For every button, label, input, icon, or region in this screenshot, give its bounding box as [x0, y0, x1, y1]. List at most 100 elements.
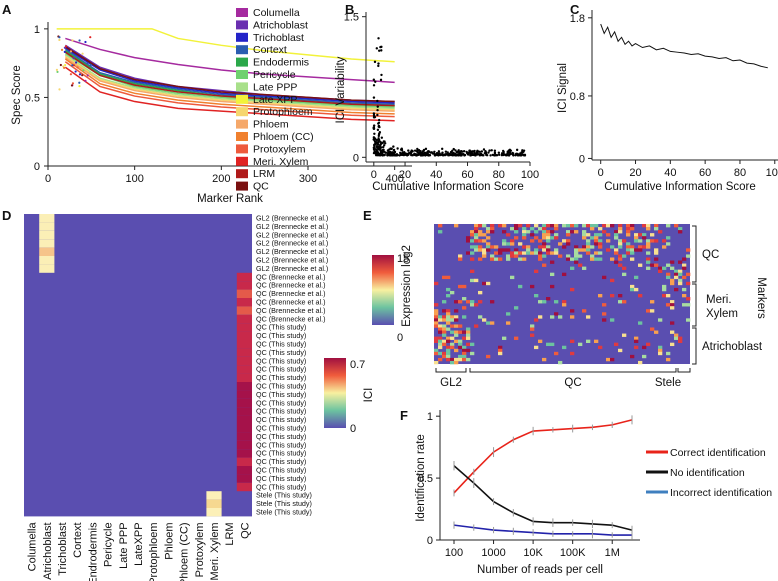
- panel-e-cell: [470, 303, 475, 307]
- panel-b-point: [396, 153, 399, 157]
- panel-e-cell: [570, 339, 575, 343]
- panel-b-point: [511, 152, 514, 155]
- panel-e-cell: [670, 303, 675, 307]
- panel-e-cell: [630, 287, 635, 292]
- panel-e-cell: [618, 294, 623, 298]
- panel-e-cell: [618, 239, 623, 243]
- panel-e-cell: [610, 224, 615, 228]
- panel-a-point: [78, 85, 81, 88]
- panel-e-cell: [502, 224, 507, 228]
- panel-e-cell: [486, 227, 491, 231]
- panel-e-cell: [530, 284, 535, 289]
- panel-b-point: [379, 45, 382, 49]
- panel-d-row-label: GL2 (Brennecke et al.): [256, 264, 328, 273]
- panel-b-point: [427, 154, 431, 157]
- panel-d-cell: [39, 222, 55, 231]
- panel-b-point: [376, 105, 379, 108]
- panel-e-cell: [566, 233, 571, 237]
- panel-e-cell: [466, 330, 471, 334]
- panel-e-cell: [650, 233, 655, 237]
- panel-a-point: [64, 63, 67, 67]
- panel-e-cell: [674, 333, 679, 337]
- panel-e-cell: [454, 224, 459, 228]
- panel-a-legend-swatch: [236, 8, 248, 17]
- panel-e-cell: [562, 224, 567, 228]
- panel-e-cell: [666, 263, 671, 267]
- panel-e-cell: [634, 233, 639, 237]
- panel-e-cell: [514, 336, 519, 340]
- panel-e-cell: [466, 348, 471, 353]
- panel-d-row-label: QC (This study): [256, 331, 306, 340]
- panel-e-cell: [558, 315, 563, 319]
- panel-b-point: [422, 148, 426, 152]
- panel-e-cell: [686, 272, 691, 277]
- panel-e-cell: [654, 251, 659, 255]
- panel-e-cell: [582, 248, 587, 252]
- panel-f-xtick-label: 1M: [605, 547, 620, 559]
- panel-e-cell: [462, 284, 467, 289]
- panel-e-cell: [666, 275, 671, 280]
- panel-e-cell: [586, 239, 591, 243]
- panel-e-cell: [674, 336, 679, 340]
- panel-a-legend-label: Atrichoblast: [253, 19, 308, 31]
- panel-e-cell: [458, 284, 463, 289]
- panel-a-lines: [55, 28, 395, 122]
- panel-d-cell: [236, 390, 252, 399]
- panel-e-cell: [646, 309, 651, 313]
- panel-e-cell: [594, 242, 599, 246]
- panel-e-cell: [618, 242, 623, 246]
- panel-a-point: [69, 50, 73, 53]
- panel-e-cell: [602, 318, 607, 322]
- panel-e-cell: [438, 345, 443, 350]
- panel-e-cell: [458, 324, 463, 328]
- panel-e-cell: [494, 251, 499, 255]
- panel-e-cell: [490, 245, 495, 249]
- panel-e-cell: [578, 263, 583, 267]
- panel-e-brackets: QC Meri. Xylem Atrichoblast GL2 QC Stele: [435, 225, 763, 389]
- panel-d-cell: [206, 491, 222, 500]
- panel-e-cell: [538, 227, 543, 231]
- panel-e-row-group-label-2: Xylem: [706, 308, 738, 320]
- panel-e-cell: [594, 257, 599, 261]
- panel-e-cell: [450, 360, 455, 365]
- panel-e-cell: [478, 224, 483, 228]
- panel-e-cell: [450, 342, 455, 347]
- panel-e-cell: [434, 336, 439, 340]
- panel-b-point: [372, 96, 376, 99]
- panel-e-cell: [686, 318, 691, 322]
- panel-b-point: [376, 99, 379, 103]
- panel-e-cell: [598, 239, 603, 243]
- panel-e-cell: [478, 300, 483, 304]
- panel-b-point: [374, 140, 378, 144]
- panel-e-col-group-label: Stele: [655, 377, 681, 389]
- panel-e-cell: [538, 339, 543, 343]
- panel-e-cell: [574, 257, 579, 261]
- panel-e-cell: [482, 254, 487, 258]
- panel-b-point: [458, 153, 461, 156]
- panel-e-cell: [442, 300, 447, 304]
- panel-e-cell: [514, 306, 519, 310]
- panel-a-series-line: [64, 66, 395, 122]
- panel-c-ytick-label: 0: [579, 153, 585, 165]
- panel-d-column-label: Columella: [27, 522, 39, 572]
- panel-e-cell: [486, 321, 491, 325]
- panel-e-cell: [506, 233, 511, 237]
- panel-e-cell: [602, 224, 607, 228]
- panel-e-cell: [526, 251, 531, 255]
- panel-a-series-line: [64, 48, 395, 106]
- panel-e-cell: [658, 348, 663, 353]
- panel-e-cell: [562, 303, 567, 307]
- panel-e-cell: [678, 278, 683, 283]
- panel-e-cell: [678, 272, 683, 277]
- panel-e-cell: [446, 357, 451, 362]
- panel-e-cell: [674, 224, 679, 228]
- panel-e-cell: [538, 245, 543, 249]
- panel-e-cell: [618, 230, 623, 234]
- panel-e-cell: [434, 312, 439, 316]
- panel-e-cell: [646, 239, 651, 243]
- panel-e-cell: [670, 321, 675, 325]
- panel-b-point: [508, 151, 512, 154]
- panel-f-ticks: 100 1000 10K 100K 1M 0 0.5 1: [418, 411, 620, 559]
- panel-e-cell: [506, 321, 511, 325]
- panel-e-cell: [550, 315, 555, 319]
